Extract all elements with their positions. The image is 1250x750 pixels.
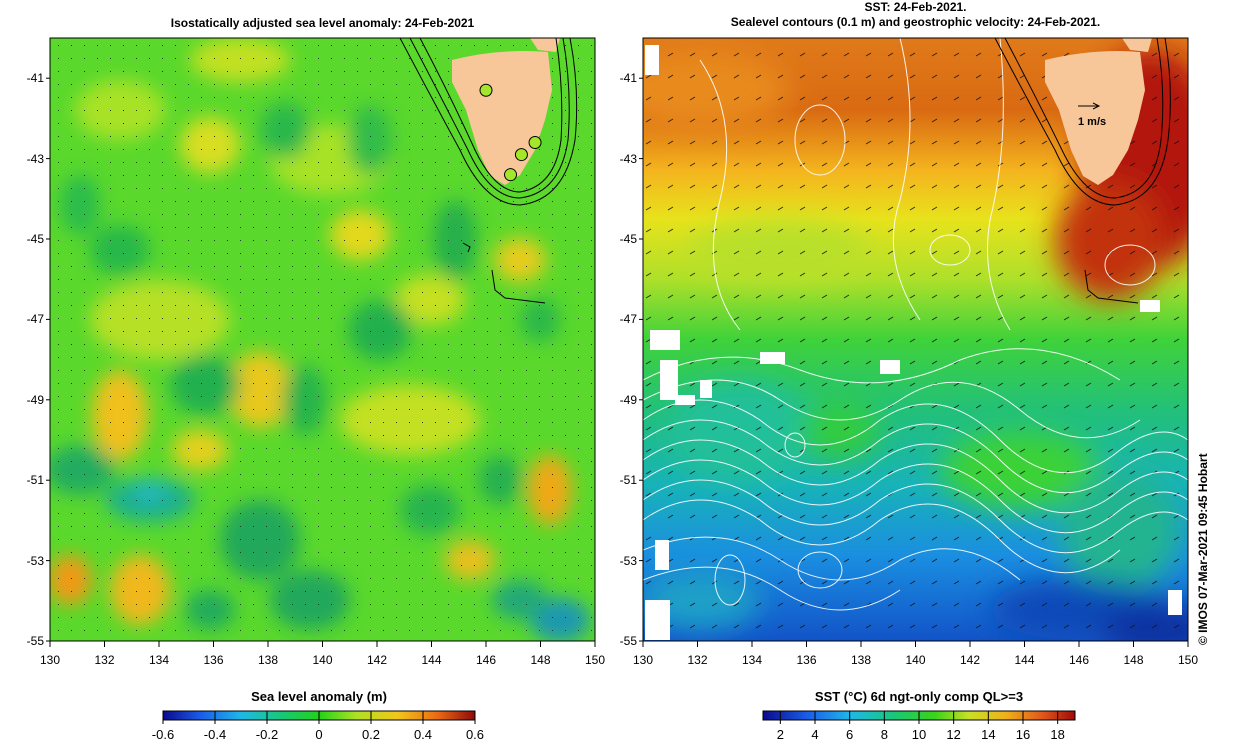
right-panel-title-line1: SST: 24-Feb-2021. [864, 0, 967, 14]
x-tick-label: 144 [1014, 653, 1035, 667]
colorbar-tick-label: 0.6 [465, 727, 485, 742]
x-tick-label: 144 [421, 653, 442, 667]
colorbar-tick-label: 16 [1015, 727, 1031, 742]
y-tick-label: -51 [26, 473, 44, 488]
y-tick-label: -53 [619, 553, 637, 568]
x-tick-label: 130 [39, 653, 61, 667]
colorbar-tick-label: 8 [880, 727, 888, 742]
colorbar-tick-label: 10 [911, 727, 927, 742]
x-tick-label: 150 [584, 653, 606, 667]
y-tick-label: -45 [26, 232, 44, 246]
colorbar-tick-label: 4 [811, 727, 819, 742]
y-tick-label: -41 [619, 71, 637, 86]
colorbar-tick-label: -0.2 [255, 727, 279, 742]
station-marker [514, 148, 528, 162]
cloud-mask [645, 45, 1182, 640]
bathymetry-contour [1084, 269, 1139, 304]
left-panel-title: Isostatically adjusted sea level anomaly… [170, 16, 475, 30]
colorbar-tick-label: -0.6 [151, 727, 175, 742]
x-tick-label: 138 [257, 653, 279, 667]
colorbar-tick-label: -0.4 [203, 727, 227, 742]
x-tick-label: 142 [959, 653, 981, 667]
colorbar-tick-label: 2 [776, 727, 784, 742]
y-tick-label: -43 [26, 151, 44, 166]
x-tick-label: 146 [475, 653, 497, 667]
colorbar-tick-label: 6 [846, 727, 854, 742]
bathymetry-contour [419, 38, 563, 193]
x-tick-label: 146 [1068, 653, 1090, 667]
sla-map-field [50, 38, 595, 641]
x-tick-label: 148 [530, 653, 551, 667]
x-tick-label: 140 [312, 653, 333, 667]
tasmania-land [1045, 51, 1145, 185]
x-tick-label: 132 [687, 653, 708, 667]
colorbar-tick-label: 0.2 [361, 727, 381, 742]
x-tick-label: 134 [741, 653, 763, 667]
x-tick-label: 136 [796, 653, 817, 667]
colorbar-tick-label: 0.4 [413, 727, 433, 742]
bathymetry-contour [399, 38, 578, 206]
colorbar-tick-label: 0 [315, 727, 323, 742]
station-marker [528, 136, 542, 150]
x-tick-label: 130 [632, 653, 654, 667]
station-marker [504, 168, 518, 182]
y-tick-label: -47 [26, 312, 44, 327]
station-marker [479, 83, 493, 97]
bathymetry-contour [994, 38, 1171, 206]
sla-colorbar-title: Sea level anomaly (m) [251, 689, 387, 704]
marker-group [479, 83, 542, 182]
x-tick-label: 136 [203, 653, 224, 667]
y-tick-label: -55 [26, 634, 44, 648]
y-tick-label: -45 [619, 232, 637, 246]
bathymetry-contour [462, 242, 471, 253]
bathymetry-contour [491, 269, 546, 304]
y-tick-label: -49 [619, 392, 637, 407]
y-tick-label: -55 [619, 634, 637, 648]
velocity-scale-arrowhead [1092, 102, 1101, 110]
x-tick-label: 140 [905, 653, 926, 667]
y-tick-label: -47 [619, 312, 637, 327]
y-tick-label: -41 [26, 71, 44, 86]
x-tick-label: 142 [366, 653, 388, 667]
bathymetry-contour [409, 38, 570, 199]
sealevel-contours [643, 38, 1188, 611]
sst-map-field [643, 38, 1188, 641]
x-tick-label: 134 [148, 653, 170, 667]
credit-text: © IMOS 07-Mar-2021 09:45 Hobart [1196, 453, 1210, 645]
right-panel-title-line2: Sealevel contours (0.1 m) and geostrophi… [730, 15, 1101, 29]
colorbar-tick-label: 14 [981, 727, 996, 742]
y-tick-label: -51 [619, 473, 637, 488]
x-tick-label: 138 [850, 653, 872, 667]
x-tick-label: 150 [1177, 653, 1199, 667]
x-tick-label: 132 [94, 653, 115, 667]
y-tick-label: -43 [619, 151, 637, 166]
x-tick-label: 148 [1123, 653, 1144, 667]
flinders-island-land [1122, 38, 1152, 52]
y-tick-label: -49 [26, 392, 44, 407]
colorbar-tick-label: 12 [946, 727, 961, 742]
bathymetry-contour [1004, 38, 1164, 199]
sst-colorbar-title: SST (°C) 6d ngt-only comp QL>=3 [814, 689, 1024, 704]
y-tick-label: -53 [26, 553, 44, 568]
velocity-scale-label: 1 m/s [1078, 116, 1107, 128]
colorbar-tick-label: 18 [1050, 727, 1065, 742]
flinders-island-land [530, 38, 560, 52]
